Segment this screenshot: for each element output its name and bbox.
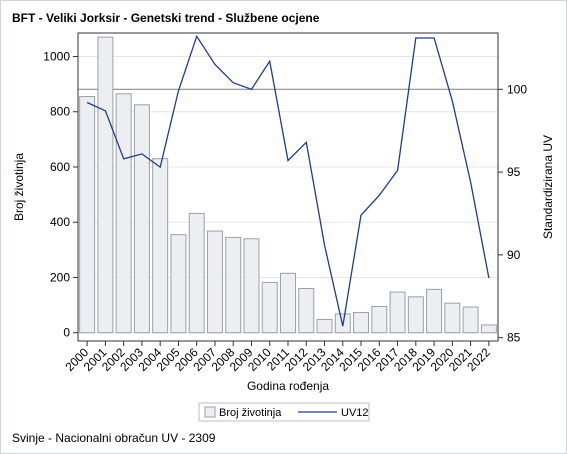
y-tick-label-right: 100	[507, 82, 527, 96]
bar	[97, 36, 114, 334]
y-tick-label-left: 400	[50, 215, 70, 229]
line-layer	[86, 34, 490, 327]
right-axis: 85 90 95 100	[498, 82, 527, 345]
bar-layer	[79, 36, 497, 334]
bar	[407, 296, 424, 334]
bar	[170, 234, 187, 334]
left-axis: 0 200 400 600 800 1000	[43, 49, 78, 340]
bar	[206, 230, 223, 334]
bar	[243, 238, 260, 334]
y-tick-label-left: 1000	[43, 49, 70, 63]
legend-swatch-bar	[204, 406, 216, 418]
bar	[371, 305, 388, 334]
bar	[152, 158, 169, 334]
uv12-line	[86, 34, 490, 327]
y-tick-label-left: 200	[50, 270, 70, 284]
bar	[426, 288, 443, 334]
y-tick-label-left: 800	[50, 105, 70, 119]
bar	[389, 291, 406, 334]
y-tick-label-right: 90	[507, 248, 521, 262]
bar	[115, 93, 132, 334]
footer-note: Svinje - Nacionalni obračun UV - 2309	[12, 431, 216, 445]
chart-title: BFT - Veliki Jorksir - Genetski trend - …	[12, 11, 320, 25]
bar	[79, 96, 96, 334]
bar	[462, 306, 479, 334]
bar	[316, 318, 333, 334]
bar	[133, 104, 150, 334]
bar	[280, 272, 296, 334]
y-tick-label-right: 85	[507, 331, 521, 345]
bar	[261, 281, 278, 334]
legend-label-line: UV12	[341, 407, 369, 419]
bar	[444, 302, 461, 334]
bar	[225, 236, 242, 334]
bar	[298, 288, 315, 334]
bar	[480, 324, 497, 334]
y-tick-label-left: 600	[50, 160, 70, 174]
x-axis-label: Godina rođenja	[247, 379, 329, 393]
x-axis: 2000200120022003200420052006200720082009…	[62, 341, 493, 374]
y-axis-label-left: Broj životinja	[12, 153, 26, 221]
y-tick-label-left: 0	[63, 326, 70, 340]
bar	[353, 312, 370, 334]
y-axis-label-right: Standardizirana UV	[541, 135, 555, 239]
legend-box	[198, 402, 370, 422]
legend-label-bar: Broj životinja	[219, 407, 282, 419]
legend: Broj životinja UV12	[198, 402, 370, 422]
bar	[188, 212, 205, 334]
y-tick-label-right: 95	[507, 165, 521, 179]
